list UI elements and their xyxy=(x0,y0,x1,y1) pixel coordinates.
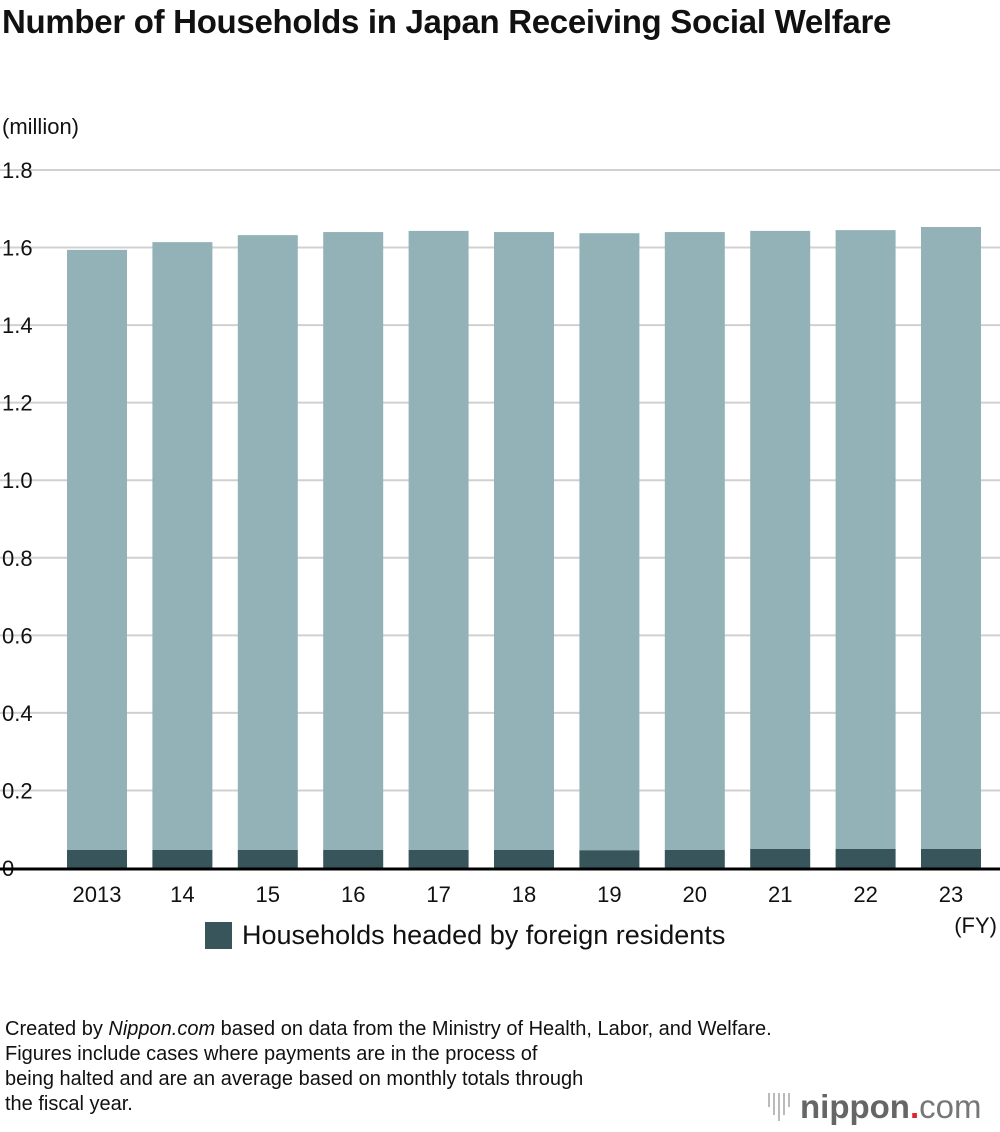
bar-foreign xyxy=(152,849,213,868)
bar-other xyxy=(237,235,298,850)
note-prefix: Created by xyxy=(5,1018,109,1040)
bar-foreign xyxy=(921,848,981,868)
x-tick-label: 22 xyxy=(853,882,877,907)
y-tick-label: 1.0 xyxy=(2,468,33,493)
bar-other xyxy=(152,242,213,850)
bar-foreign xyxy=(664,849,725,868)
x-tick-label: 23 xyxy=(939,882,963,907)
x-tick-label: 17 xyxy=(426,882,450,907)
y-axis-unit: (million) xyxy=(2,114,79,139)
logo-main: nippon xyxy=(800,1088,910,1125)
y-tick-label: 1.2 xyxy=(2,391,33,416)
x-tick-label: 19 xyxy=(597,882,621,907)
bar-foreign xyxy=(237,849,298,868)
bar-foreign xyxy=(579,850,640,868)
bar-foreign xyxy=(835,848,896,868)
x-tick-label: 15 xyxy=(256,882,280,907)
x-axis-unit: (FY) xyxy=(954,913,997,938)
x-tick-label: 20 xyxy=(683,882,707,907)
bar-other xyxy=(835,230,896,849)
bar-other xyxy=(494,232,554,850)
x-tick-label: 2013 xyxy=(73,882,122,907)
y-tick-label: 1.8 xyxy=(2,158,33,183)
bar-foreign xyxy=(323,849,384,868)
bar-other xyxy=(664,232,725,850)
y-tick-label: 1.4 xyxy=(2,313,33,338)
logo-bars-icon xyxy=(768,1093,790,1121)
chart-title: Number of Households in Japan Receiving … xyxy=(2,3,892,40)
logo-suffix: com xyxy=(919,1088,982,1125)
x-tick-label: 14 xyxy=(170,882,194,907)
bar-foreign xyxy=(750,848,811,868)
source-note: Created by Nippon.com based on data from… xyxy=(5,1017,965,1117)
note-rest: based on data from the Ministry of Healt… xyxy=(215,1018,772,1040)
y-tick-label: 1.6 xyxy=(2,236,33,261)
legend-swatch-foreign xyxy=(205,922,232,949)
legend: Households headed by foreign residents xyxy=(205,920,725,951)
bar-other xyxy=(579,233,640,851)
note-line2: Figures include cases where payments are… xyxy=(5,1043,538,1065)
bar-other xyxy=(67,249,127,850)
bar-foreign xyxy=(67,849,127,868)
nippon-logo: nippon. com xyxy=(768,1088,981,1126)
bar-chart: 00.20.40.60.81.01.21.41.61.8201314151617… xyxy=(0,158,1000,938)
bar-other xyxy=(750,230,811,849)
legend-label-foreign: Households headed by foreign residents xyxy=(242,920,726,950)
bar-foreign xyxy=(494,849,554,868)
y-tick-label: 0.4 xyxy=(2,701,33,726)
note-brand: Nippon.com xyxy=(108,1018,216,1040)
bar-foreign xyxy=(408,849,469,868)
x-tick-label: 21 xyxy=(768,882,792,907)
x-tick-label: 16 xyxy=(341,882,365,907)
bar-other xyxy=(408,230,469,850)
bar-other xyxy=(323,232,384,850)
y-tick-label: 0.2 xyxy=(2,778,33,803)
note-line3: being halted and are an average based on… xyxy=(5,1068,584,1090)
y-tick-label: 0.6 xyxy=(2,623,33,648)
y-tick-label: 0.8 xyxy=(2,546,33,571)
x-tick-label: 18 xyxy=(512,882,536,907)
bar-other xyxy=(921,227,981,849)
note-line4: the fiscal year. xyxy=(5,1093,133,1115)
logo-dot: . xyxy=(909,1088,920,1125)
